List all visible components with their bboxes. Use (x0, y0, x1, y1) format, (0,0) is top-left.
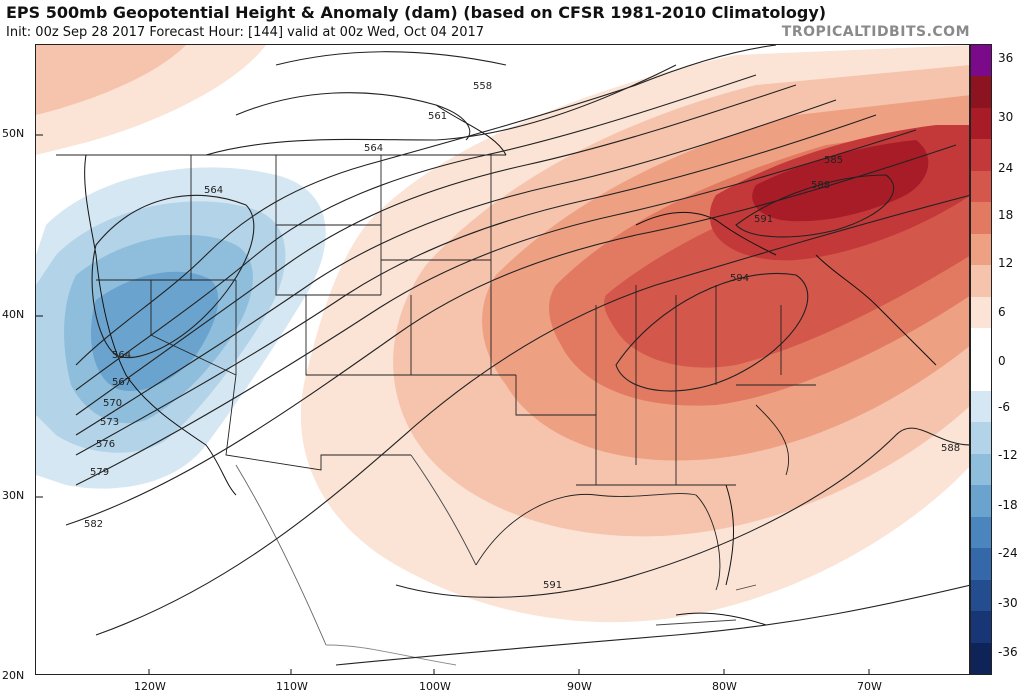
contour-label: 558 (473, 81, 492, 92)
coastlines (84, 104, 937, 626)
colorbar-segment (971, 296, 991, 329)
anomaly-shading (36, 45, 969, 623)
colorbar-segment (971, 170, 991, 203)
contour-label: 582 (84, 519, 103, 530)
map-subtitle: Init: 00z Sep 28 2017 Forecast Hour: [14… (6, 25, 485, 40)
colorbar-segment (971, 422, 991, 455)
contour-label: 564 (204, 185, 223, 196)
contour-label: 591 (543, 580, 562, 591)
contour-label: 564 (364, 143, 383, 154)
latitude-label: 50N (2, 127, 25, 140)
contour-label: 561 (428, 111, 447, 122)
height-contours (65, 45, 969, 666)
colorbar-segment (971, 76, 991, 109)
contour-label: 585 (824, 155, 843, 166)
longitude-label: 120W (134, 680, 166, 693)
colorbar-tick: 18 (998, 208, 1014, 222)
colorbar-segment (971, 202, 991, 235)
contour-label: 591 (754, 214, 773, 225)
latitude-label: 20N (2, 669, 25, 682)
graticule-ticks (36, 134, 870, 674)
colorbar-segment (971, 548, 991, 581)
colorbar-tick: -6 (998, 400, 1010, 414)
colorbar-tick: 6 (998, 305, 1006, 319)
colorbar-tick: -30 (998, 596, 1018, 610)
brand-watermark: TROPICALTIDBITS.COM (781, 24, 970, 40)
colorbar-segment (971, 265, 991, 298)
longitude-label: 80W (712, 680, 737, 693)
colorbar-tick: -24 (998, 546, 1018, 560)
colorbar-segment (971, 233, 991, 266)
colorbar-tick: 24 (998, 161, 1014, 175)
colorbar-segment (971, 642, 991, 675)
colorbar-segment (971, 390, 991, 423)
contour-label: 588 (811, 180, 830, 191)
anomaly-colorbar (970, 44, 992, 675)
colorbar-segment (971, 611, 991, 644)
latitude-label: 40N (2, 308, 25, 321)
contour-label-group: 558 561 564 564 564 567 570 573 576 579 … (84, 81, 960, 591)
colorbar-segment (971, 107, 991, 140)
longitude-label: 100W (419, 680, 451, 693)
colorbar-segment (971, 579, 991, 612)
longitude-label: 110W (276, 680, 308, 693)
longitude-label: 90W (567, 680, 592, 693)
colorbar-tick: 30 (998, 110, 1014, 124)
contour-label: 573 (100, 417, 119, 428)
colorbar-segment (971, 516, 991, 549)
colorbar-segment (971, 485, 991, 518)
colorbar-segment (971, 139, 991, 172)
colorbar-segment (971, 328, 991, 360)
colorbar-tick: -18 (998, 498, 1018, 512)
map-canvas: 558 561 564 564 564 567 570 573 576 579 … (36, 45, 969, 674)
colorbar-segment (971, 45, 991, 77)
contour-label: 594 (730, 273, 749, 284)
contour-label: 564 (112, 350, 131, 361)
latitude-label: 30N (2, 489, 25, 502)
contour-label: 567 (112, 377, 131, 388)
map-title: EPS 500mb Geopotential Height & Anomaly … (6, 3, 827, 22)
contour-label: 588 (941, 443, 960, 454)
contour-label: 570 (103, 398, 122, 409)
contour-label: 576 (96, 439, 115, 450)
colorbar-tick: 36 (998, 51, 1014, 65)
colorbar-segment (971, 453, 991, 486)
colorbar-tick: -36 (998, 645, 1018, 659)
colorbar-tick: -12 (998, 448, 1018, 462)
forecast-map: 558 561 564 564 564 567 570 573 576 579 … (35, 44, 970, 675)
colorbar-tick: 0 (998, 354, 1006, 368)
longitude-label: 70W (857, 680, 882, 693)
colorbar-segment (971, 359, 991, 392)
colorbar-tick: 12 (998, 256, 1014, 270)
contour-label: 579 (90, 467, 109, 478)
